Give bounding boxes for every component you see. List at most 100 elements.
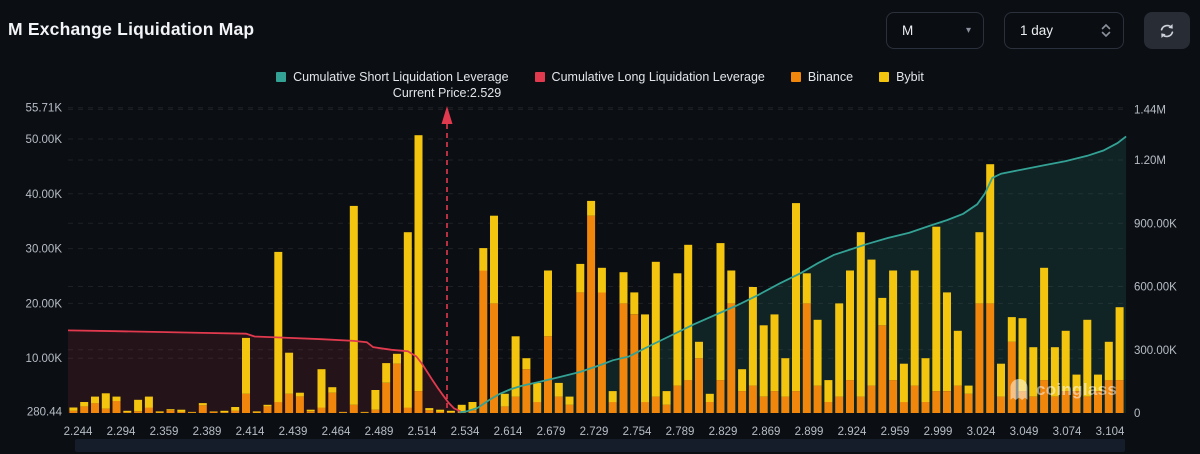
bar-binance <box>554 396 563 413</box>
bar-binance <box>1072 391 1081 413</box>
chart-zoom-slider[interactable] <box>75 439 1125 452</box>
symbol-select-value: M <box>902 23 914 38</box>
bar-binance <box>101 408 110 413</box>
bar-binance <box>846 380 854 413</box>
bar-bybit <box>263 404 272 407</box>
coinglass-watermark-text: coinglass <box>1036 380 1118 399</box>
legend-label-binance: Binance <box>807 70 854 84</box>
legend-item-binance[interactable]: Binance <box>790 70 854 84</box>
bar-binance <box>500 406 509 413</box>
bar-bybit <box>511 336 520 397</box>
legend-marker-bybit <box>879 72 890 82</box>
bar-bybit <box>490 215 498 304</box>
bar-binance <box>328 392 337 413</box>
bar-bybit <box>436 409 445 412</box>
bar-binance <box>1094 391 1102 413</box>
bar-binance <box>436 411 445 413</box>
bar-binance <box>1061 391 1070 413</box>
bar-binance <box>889 380 898 413</box>
bar-bybit <box>295 392 304 397</box>
bar-binance <box>608 402 617 413</box>
bar-binance <box>134 411 143 413</box>
legend-label-long: Cumulative Long Liquidation Leverage <box>551 70 765 84</box>
svg-text:600.00K: 600.00K <box>1134 282 1177 294</box>
legend-marker-binance <box>790 72 801 82</box>
bar-binance <box>220 412 229 413</box>
bar-binance <box>630 314 639 413</box>
bar-bybit <box>695 341 703 359</box>
bar-binance <box>306 411 315 413</box>
bar-binance <box>274 402 283 413</box>
bar-bybit <box>738 369 747 392</box>
bar-binance <box>188 412 196 413</box>
svg-text:2.514: 2.514 <box>408 426 437 438</box>
bar-binance <box>878 325 887 413</box>
legend-item-cumulative-short[interactable]: Cumulative Short Liquidation Leverage <box>276 70 509 84</box>
bar-binance <box>759 396 768 413</box>
bar-binance <box>382 382 391 413</box>
bar-binance <box>144 407 153 413</box>
bar-binance <box>80 406 89 413</box>
svg-text:2.614: 2.614 <box>494 426 523 438</box>
bar-bybit <box>1050 347 1059 397</box>
symbol-select[interactable]: M ▾ <box>886 12 984 49</box>
bar-bybit <box>770 314 779 392</box>
svg-text:2.729: 2.729 <box>580 426 609 438</box>
bar-binance <box>792 391 800 413</box>
bar-binance <box>748 385 757 413</box>
chevron-down-icon <box>1101 31 1111 38</box>
bar-binance <box>953 385 962 413</box>
bar-bybit <box>759 325 768 397</box>
bar-bybit <box>856 232 865 397</box>
bar-bybit <box>285 352 294 394</box>
bar-bybit <box>641 314 649 403</box>
svg-text:2.489: 2.489 <box>365 426 394 438</box>
bar-bybit <box>673 273 682 386</box>
bar-bybit <box>101 393 110 409</box>
interval-select-value: 1 day <box>1020 23 1054 38</box>
interval-select[interactable]: 1 day <box>1004 12 1124 49</box>
bar-bybit <box>630 292 639 315</box>
header: M Exchange Liquidation Map M ▾ 1 day <box>0 0 1200 60</box>
bar-binance <box>856 396 865 413</box>
bar-bybit <box>587 200 596 216</box>
svg-text:2.464: 2.464 <box>322 426 351 438</box>
bar-binance <box>446 412 455 413</box>
bar-binance <box>155 412 164 413</box>
svg-text:300.00K: 300.00K <box>1134 345 1177 357</box>
legend-item-bybit[interactable]: Bybit <box>879 70 924 84</box>
liquidation-bars[interactable] <box>69 135 1124 413</box>
bar-bybit <box>608 391 617 403</box>
bar-bybit <box>80 402 89 407</box>
svg-text:2.679: 2.679 <box>537 426 566 438</box>
bar-binance <box>166 410 175 413</box>
bar-bybit <box>705 393 714 402</box>
refresh-button[interactable] <box>1144 12 1190 49</box>
bar-bybit <box>1061 330 1070 392</box>
bar-binance <box>641 402 649 413</box>
coinglass-logo-icon <box>1010 379 1028 400</box>
chevron-up-icon <box>1101 23 1111 30</box>
svg-text:1.20M: 1.20M <box>1134 155 1166 167</box>
bar-binance <box>932 391 941 413</box>
bar-binance <box>1050 396 1059 413</box>
bar-bybit <box>479 248 488 271</box>
bar-binance <box>263 406 272 413</box>
svg-text:2.389: 2.389 <box>193 426 222 438</box>
bar-bybit <box>1029 347 1038 397</box>
bar-bybit <box>576 263 585 293</box>
bar-bybit <box>878 297 887 326</box>
bar-bybit <box>662 391 671 405</box>
legend-item-cumulative-long[interactable]: Cumulative Long Liquidation Leverage <box>534 70 765 84</box>
bar-bybit <box>986 164 995 304</box>
svg-text:2.294: 2.294 <box>107 426 136 438</box>
bar-binance <box>317 407 326 413</box>
bar-bybit <box>1007 317 1016 342</box>
bar-binance <box>673 385 682 413</box>
svg-text:55.71K: 55.71K <box>26 103 63 115</box>
axis-labels: 55.71K 50.00K 40.00K 30.00K 20.00K 10.00K 280.… <box>26 103 1178 438</box>
bar-bybit <box>371 390 380 410</box>
bar-binance <box>490 303 498 413</box>
bar-binance <box>727 303 736 413</box>
